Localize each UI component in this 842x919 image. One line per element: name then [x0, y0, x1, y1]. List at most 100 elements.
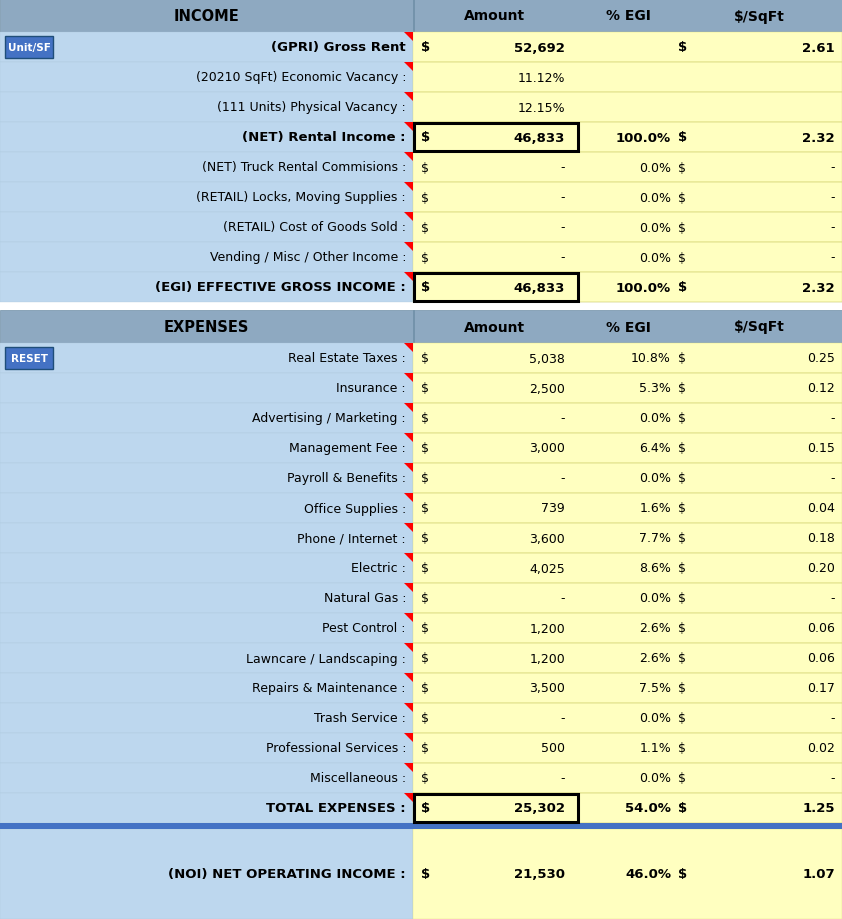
Text: 0.06: 0.06	[807, 622, 835, 635]
Text: $: $	[421, 251, 429, 265]
Text: $: $	[421, 131, 430, 144]
Text: $: $	[421, 221, 429, 234]
Text: (NOI) NET OPERATING INCOME :: (NOI) NET OPERATING INCOME :	[168, 868, 406, 880]
Text: (GPRI) Gross Rent: (GPRI) Gross Rent	[271, 41, 406, 54]
Bar	[0, 311, 842, 344]
Text: $: $	[421, 162, 429, 175]
Polygon shape	[404, 183, 413, 192]
Bar	[0, 374, 413, 403]
Text: $: $	[678, 131, 687, 144]
Text: Vending / Misc / Other Income :: Vending / Misc / Other Income :	[210, 251, 406, 265]
Bar	[0, 153, 413, 183]
Text: $: $	[678, 221, 686, 234]
Text: -: -	[561, 162, 565, 175]
Polygon shape	[404, 403, 413, 413]
Text: % EGI: % EGI	[605, 9, 650, 24]
Text: $: $	[421, 502, 429, 515]
Text: 12.15%: 12.15%	[517, 101, 565, 114]
Bar	[0, 829, 413, 919]
Text: $: $	[678, 162, 686, 175]
Text: -: -	[830, 412, 835, 425]
Bar	[413, 344, 842, 374]
Bar	[0, 674, 413, 703]
Bar	[413, 584, 842, 613]
Text: Management Fee :: Management Fee :	[290, 442, 406, 455]
Text: $: $	[421, 382, 429, 395]
Text: $: $	[678, 801, 687, 814]
Polygon shape	[404, 213, 413, 221]
Text: 2.6%: 2.6%	[639, 652, 671, 664]
Text: % EGI: % EGI	[605, 320, 650, 335]
Text: $: $	[421, 281, 430, 294]
Bar	[413, 613, 842, 643]
Text: -: -	[830, 191, 835, 204]
Text: -: -	[561, 251, 565, 265]
Bar	[413, 763, 842, 793]
Text: 7.7%: 7.7%	[639, 532, 671, 545]
Text: 0.0%: 0.0%	[639, 191, 671, 204]
Text: 4,025: 4,025	[530, 562, 565, 575]
Bar	[0, 33, 413, 62]
Text: 21,530: 21,530	[514, 868, 565, 880]
Text: 11.12%: 11.12%	[518, 72, 565, 85]
Text: -: -	[830, 711, 835, 725]
Text: 46.0%: 46.0%	[625, 868, 671, 880]
Text: 0.0%: 0.0%	[639, 711, 671, 725]
Text: $: $	[678, 622, 686, 635]
Text: $: $	[678, 472, 686, 485]
Text: Advertising / Marketing :: Advertising / Marketing :	[253, 412, 406, 425]
Text: 0.04: 0.04	[807, 502, 835, 515]
Text: $: $	[421, 472, 429, 485]
Text: -: -	[830, 251, 835, 265]
Text: 0.02: 0.02	[807, 742, 835, 754]
Text: 1,200: 1,200	[530, 622, 565, 635]
Bar	[413, 123, 842, 153]
Bar	[414, 274, 578, 301]
Bar	[0, 553, 413, 584]
Text: INCOME: INCOME	[173, 9, 239, 24]
Bar	[413, 153, 842, 183]
Text: 0.25: 0.25	[807, 352, 835, 365]
Text: Electric :: Electric :	[351, 562, 406, 575]
Text: (20210 SqFt) Economic Vacancy :: (20210 SqFt) Economic Vacancy :	[195, 72, 406, 85]
Bar	[0, 0, 842, 33]
Bar	[414, 794, 578, 823]
Text: 5.3%: 5.3%	[639, 382, 671, 395]
Text: Insurance :: Insurance :	[336, 382, 406, 395]
Bar	[0, 273, 413, 302]
Text: $: $	[678, 442, 686, 455]
Bar	[413, 0, 414, 33]
Text: 2,500: 2,500	[529, 382, 565, 395]
Bar	[414, 124, 578, 152]
Text: 1,200: 1,200	[530, 652, 565, 664]
Polygon shape	[404, 463, 413, 472]
Text: $: $	[421, 622, 429, 635]
Polygon shape	[404, 374, 413, 382]
Text: 739: 739	[541, 502, 565, 515]
Text: 10.8%: 10.8%	[632, 352, 671, 365]
Text: $: $	[421, 592, 429, 605]
Bar	[0, 403, 413, 434]
Bar	[413, 463, 842, 494]
Text: -: -	[561, 472, 565, 485]
Bar	[413, 403, 842, 434]
Text: 1.6%: 1.6%	[639, 502, 671, 515]
Text: 7.5%: 7.5%	[639, 682, 671, 695]
Text: Miscellaneous :: Miscellaneous :	[310, 772, 406, 785]
Text: 1.1%: 1.1%	[639, 742, 671, 754]
Text: (RETAIL) Locks, Moving Supplies :: (RETAIL) Locks, Moving Supplies :	[196, 191, 406, 204]
Text: -: -	[561, 592, 565, 605]
Text: 2.32: 2.32	[802, 281, 835, 294]
Polygon shape	[404, 243, 413, 252]
Text: $: $	[678, 652, 686, 664]
Polygon shape	[404, 584, 413, 593]
Polygon shape	[404, 553, 413, 562]
Text: RESET: RESET	[10, 354, 47, 364]
Text: Trash Service :: Trash Service :	[314, 711, 406, 725]
Text: $: $	[678, 382, 686, 395]
Polygon shape	[404, 763, 413, 772]
Text: Payroll & Benefits :: Payroll & Benefits :	[287, 472, 406, 485]
Text: -: -	[830, 221, 835, 234]
Bar	[0, 643, 413, 674]
Bar	[0, 584, 413, 613]
